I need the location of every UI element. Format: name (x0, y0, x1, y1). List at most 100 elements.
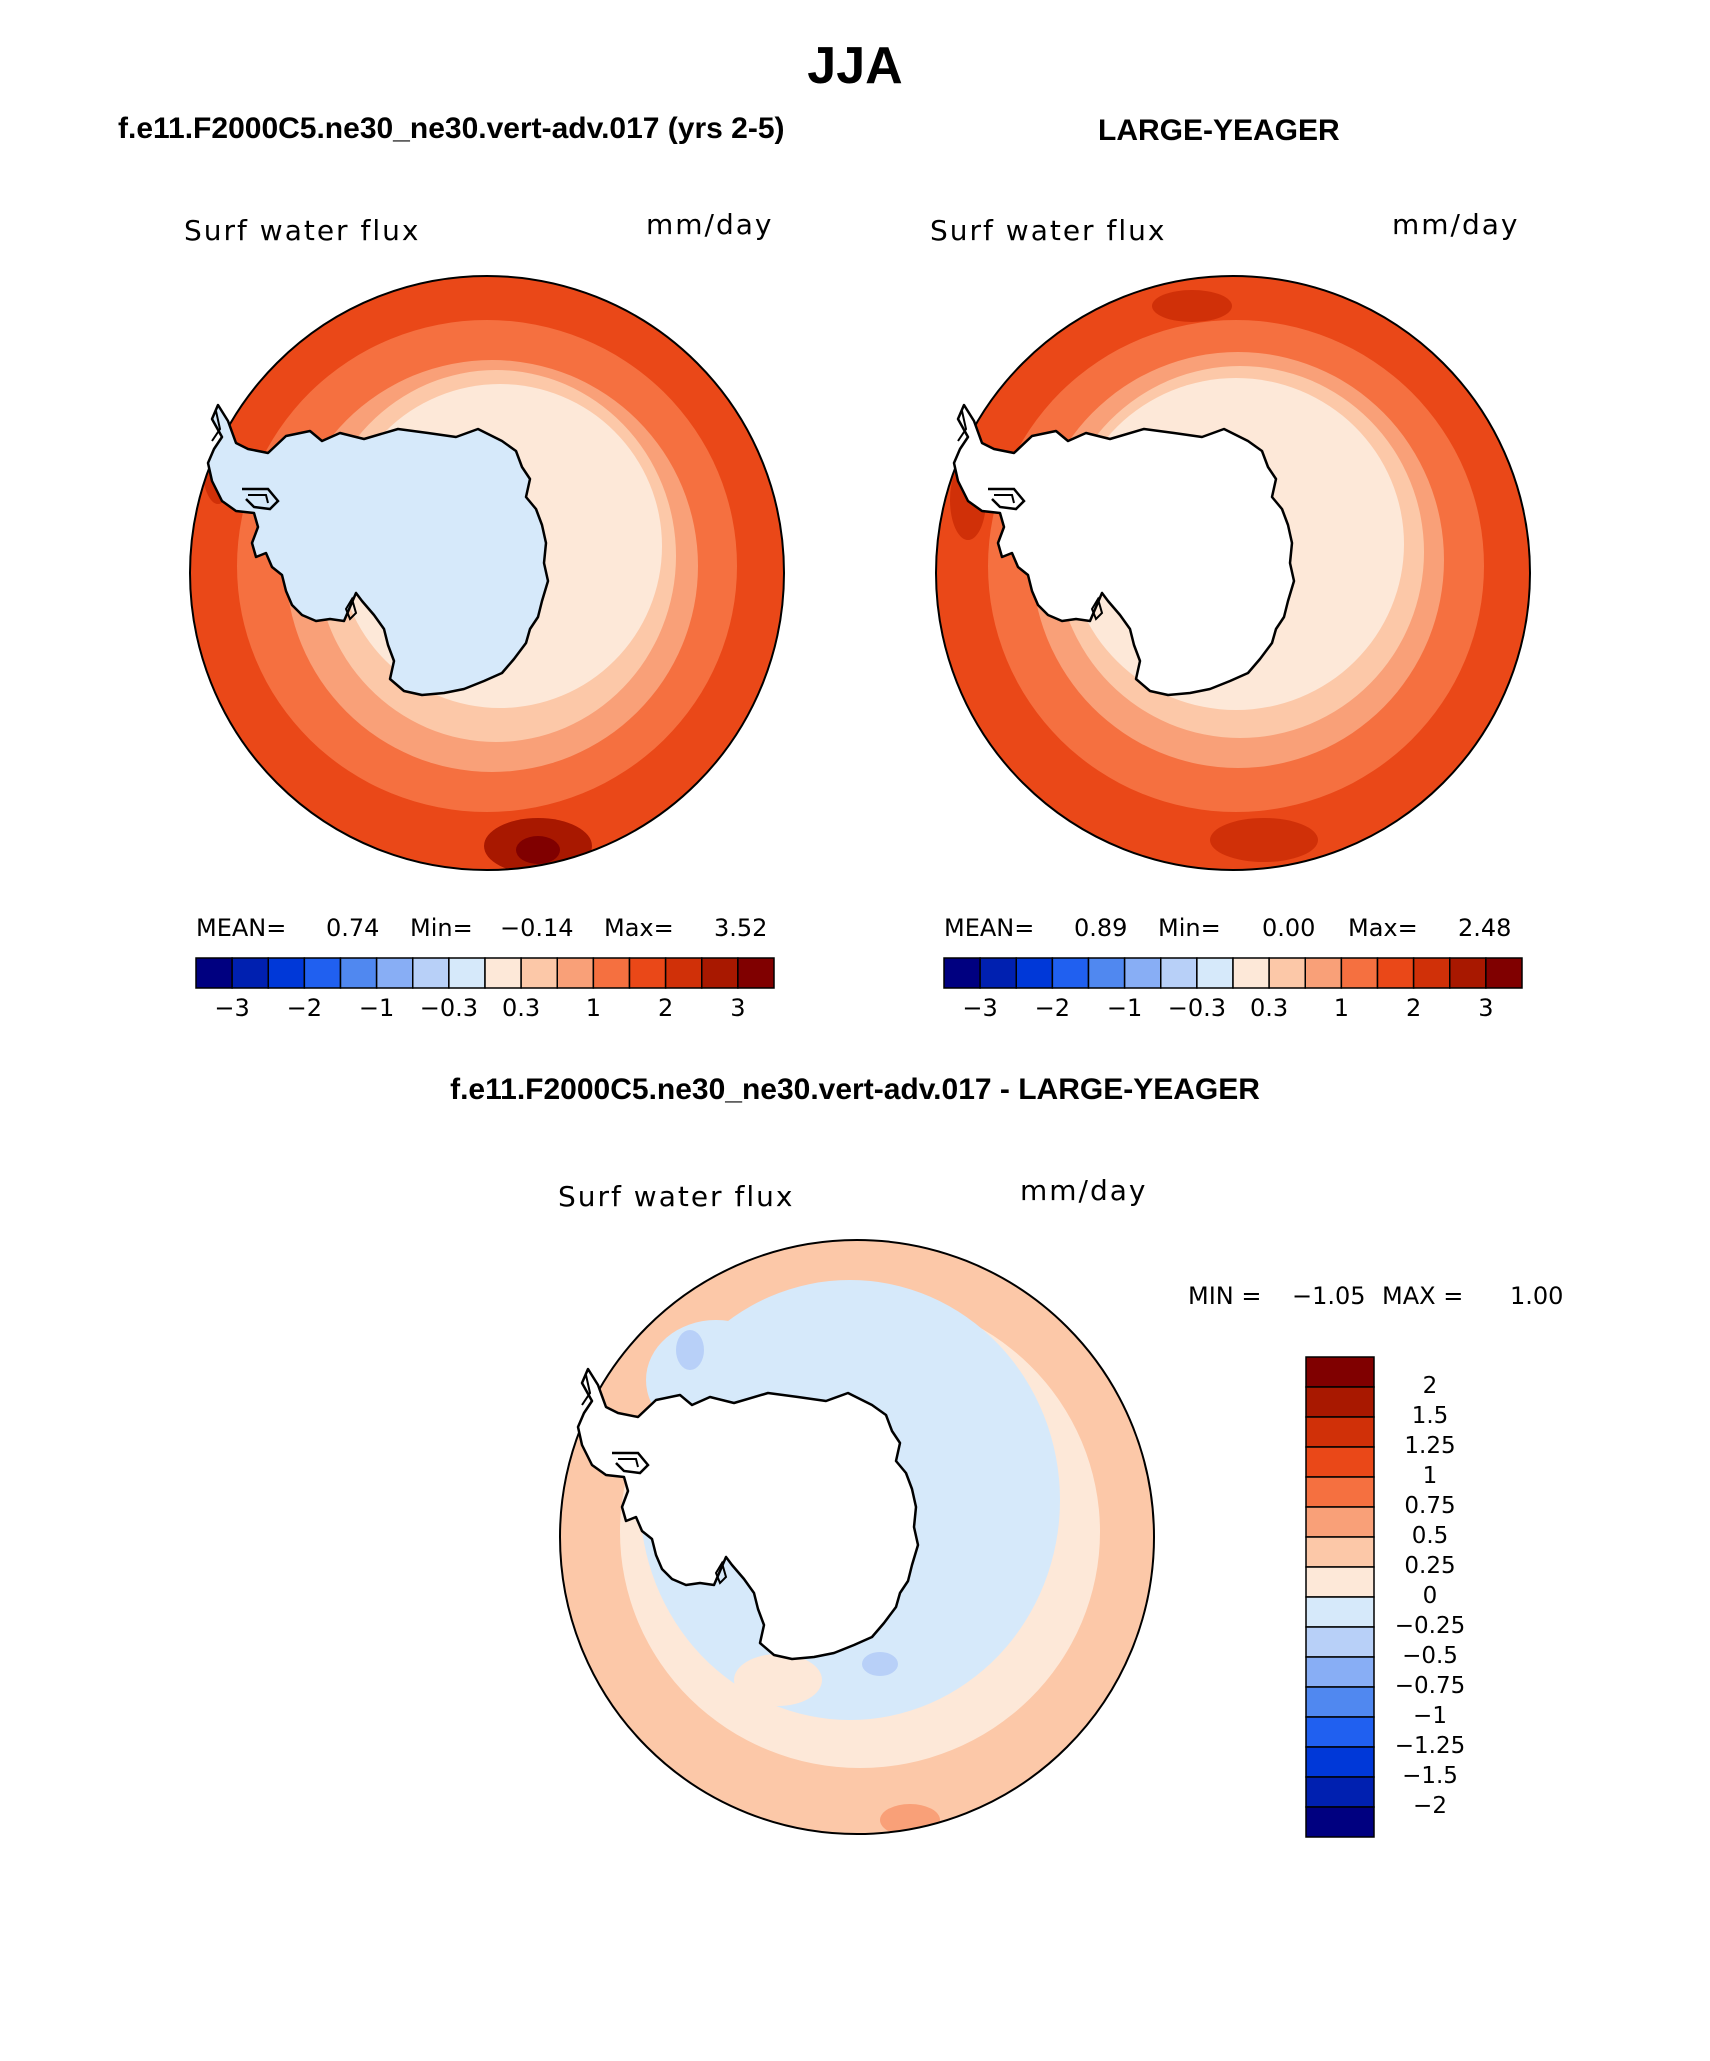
difference-colorbar-tick-label: 0.5 (1411, 1523, 1449, 1549)
left-colorbar-swatch (737, 957, 775, 989)
right-max-label: Max= (1348, 914, 1418, 942)
difference-colorbar-swatch (1305, 1806, 1375, 1838)
difference-colorbar-tick-label: −0.75 (1394, 1673, 1466, 1699)
left-colorbar-swatch (484, 957, 522, 989)
difference-colorbar-tick-label: 0.25 (1404, 1553, 1456, 1579)
difference-colorbar-tick-label: −2 (1413, 1793, 1447, 1819)
right-colorbar-swatch (1087, 957, 1126, 989)
left-colorbar-swatch (339, 957, 378, 989)
right-colorbar-swatch (1340, 957, 1379, 989)
diff-min-value: −1.05 (1292, 1282, 1366, 1310)
left-colorbar-tick-label: 0.3 (502, 994, 541, 1022)
left-min-value: −0.14 (500, 914, 574, 942)
left-colorbar-tick-label: −3 (214, 994, 250, 1022)
difference-colorbar-swatch (1305, 1716, 1375, 1748)
left-map-border (189, 275, 785, 871)
left-colorbar-swatch (556, 957, 595, 989)
left-max-value: 3.52 (714, 914, 768, 942)
difference-colorbar-tick-label: 1.25 (1404, 1433, 1456, 1459)
right-colorbar-swatch (1304, 957, 1343, 989)
difference-colorbar-swatch (1305, 1446, 1375, 1478)
difference-colorbar-tick-label: −0.25 (1394, 1613, 1466, 1639)
difference-colorbar-tick-label: 1 (1422, 1463, 1438, 1489)
right-colorbar-tick-label: 2 (1405, 994, 1422, 1022)
left-colorbar-tick-label: −0.3 (419, 994, 479, 1022)
right-colorbar-swatch (979, 957, 1017, 989)
difference-colorbar-swatch (1305, 1686, 1375, 1718)
right-max-value: 2.48 (1458, 914, 1512, 942)
diff-units-label: mm/day (1020, 1174, 1148, 1207)
left-colorbar-tick-label: −2 (286, 994, 323, 1022)
right-colorbar-tick-label: −3 (962, 994, 998, 1022)
left-colorbar-swatch (592, 957, 631, 989)
left-colorbar-swatch (375, 957, 414, 989)
right-colorbar-swatch (1485, 957, 1523, 989)
left-colorbar-swatch (520, 957, 558, 989)
right-colorbar-swatch (1015, 957, 1054, 989)
left-colorbar-swatch (628, 957, 667, 989)
left-colorbar-swatch (195, 957, 233, 989)
left-min-label: Min= (410, 914, 473, 942)
difference-colorbar-tick-label: 2 (1422, 1373, 1438, 1399)
left-colorbar-swatch (231, 957, 269, 989)
right-colorbar-swatch (1123, 957, 1162, 989)
left-colorbar-swatch (412, 957, 450, 989)
left-colorbar-tick-label: 3 (730, 994, 746, 1022)
difference-colorbar-swatch (1305, 1596, 1375, 1628)
difference-colorbar-tick-label: 0.75 (1404, 1493, 1456, 1519)
left-colorbar-swatch (664, 957, 703, 989)
season-title: JJA (807, 37, 903, 95)
right-case-title: LARGE-YEAGER (1098, 114, 1340, 147)
right-min-label: Min= (1158, 914, 1221, 942)
difference-colorbar-swatch (1305, 1626, 1375, 1658)
difference-title: f.e11.F2000C5.ne30_ne30.vert-adv.017 - L… (450, 1073, 1260, 1106)
difference-colorbar-swatch (1305, 1386, 1375, 1418)
right-colorbar-tick-label: 1 (1333, 994, 1350, 1022)
difference-map-border (559, 1239, 1155, 1835)
left-units-label: mm/day (646, 208, 774, 241)
difference-colorbar-tick-label: 0 (1422, 1583, 1438, 1609)
left-colorbar-tick-label: −1 (358, 994, 395, 1022)
left-colorbar-swatch (303, 957, 342, 989)
left-variable-label: Surf water flux (184, 214, 421, 247)
difference-colorbar (1305, 1356, 1375, 1838)
difference-colorbar-tick-label: −1.5 (1402, 1763, 1458, 1789)
left-max-label: Max= (604, 914, 674, 942)
difference-colorbar-swatch (1305, 1356, 1375, 1388)
right-colorbar-swatch (1412, 957, 1451, 989)
left-colorbar-swatch (448, 957, 486, 989)
left-colorbar-swatch (267, 957, 306, 989)
left-colorbar-tick-label: 2 (657, 994, 674, 1022)
right-min-value: 0.00 (1262, 914, 1316, 942)
difference-colorbar-swatch (1305, 1416, 1375, 1448)
difference-colorbar-tick-label: 1.5 (1411, 1403, 1449, 1429)
right-mean-value: 0.89 (1074, 914, 1128, 942)
left-mean-value: 0.74 (326, 914, 380, 942)
diff-min-label: MIN = (1188, 1282, 1262, 1310)
right-colorbar-swatch (1376, 957, 1415, 989)
right-colorbar-swatch (1196, 957, 1234, 989)
diff-variable-label: Surf water flux (558, 1180, 795, 1213)
right-colorbar-swatch (1051, 957, 1090, 989)
diff-max-value: 1.00 (1510, 1282, 1564, 1310)
right-colorbar-tick-label: −1 (1106, 994, 1143, 1022)
difference-colorbar-tick-label: −0.5 (1402, 1643, 1458, 1669)
right-colorbar (943, 957, 1523, 989)
difference-colorbar-swatch (1305, 1536, 1375, 1568)
difference-colorbar-swatch (1305, 1776, 1375, 1808)
left-colorbar-swatch (701, 957, 739, 989)
right-colorbar-tick-label: −0.3 (1167, 994, 1227, 1022)
right-colorbar-swatch (943, 957, 981, 989)
right-colorbar-tick-label: 3 (1478, 994, 1494, 1022)
right-colorbar-swatch (1160, 957, 1198, 989)
left-colorbar-tick-label: 1 (585, 994, 602, 1022)
right-units-label: mm/day (1392, 208, 1520, 241)
difference-colorbar-swatch (1305, 1506, 1375, 1538)
difference-colorbar-swatch (1305, 1746, 1375, 1778)
difference-colorbar-tick-label: −1 (1413, 1703, 1447, 1729)
right-variable-label: Surf water flux (930, 214, 1167, 247)
right-map-border (935, 275, 1531, 871)
right-colorbar-tick-label: 0.3 (1250, 994, 1289, 1022)
right-colorbar-tick-label: −2 (1034, 994, 1071, 1022)
